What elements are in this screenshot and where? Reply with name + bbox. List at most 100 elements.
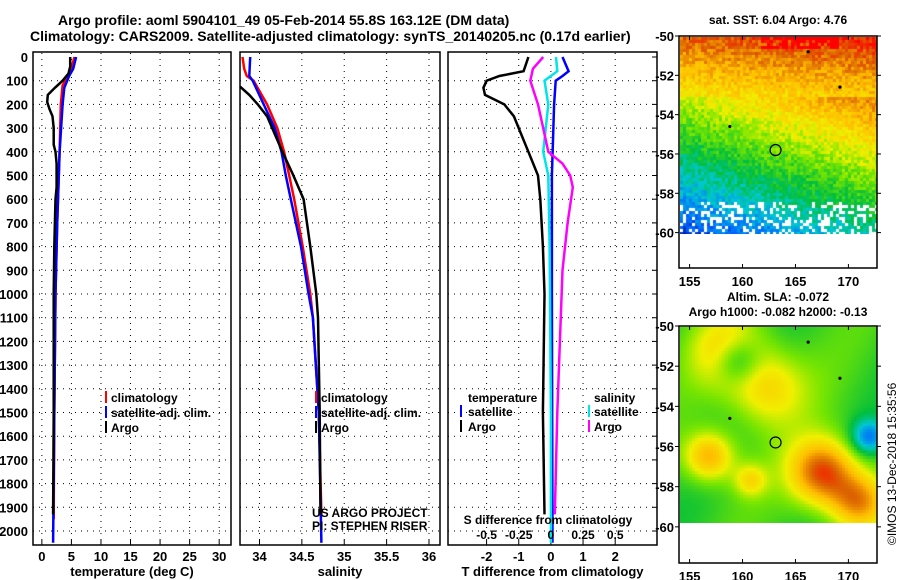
x2-tick-label: 0 [548, 528, 555, 542]
legend-title-temperature: temperature [468, 391, 538, 405]
map-y-tick-label: -60 [655, 520, 674, 535]
map-x-tick-label: 165 [785, 274, 807, 289]
series-line-argo [45, 57, 72, 515]
y-tick-label: 1100 [0, 311, 28, 326]
x2-axis-label: S difference from climatology [464, 513, 633, 527]
x-axis-label: salinity [318, 564, 364, 579]
x-tick-label: 34.5 [289, 549, 314, 564]
y-tick-label: 400 [6, 145, 28, 160]
legend-marker [315, 391, 317, 403]
series-line-s-argo [529, 56, 575, 515]
series-line-satellite-adj-clim- [248, 56, 323, 543]
series-line-climatology [241, 56, 323, 515]
x-tick-label: -2 [481, 549, 493, 564]
map-x-tick-label: 160 [732, 569, 754, 580]
y-tick-label: 300 [6, 121, 28, 136]
y-tick-label: 600 [6, 192, 28, 207]
legend-label: satellite [468, 405, 513, 419]
map-x-tick-label: 155 [679, 274, 701, 289]
legend-label: climatology [321, 391, 388, 405]
island-marker [728, 416, 732, 420]
x-tick-label: 0 [547, 549, 554, 564]
panel-frame [239, 51, 441, 546]
map-y-tick-label: -56 [655, 147, 674, 162]
map-x-tick-label: 170 [838, 274, 860, 289]
legend-marker [105, 406, 107, 418]
sla-map-image [680, 327, 877, 523]
x-tick-label: 10 [94, 549, 108, 564]
y-tick-label: 800 [6, 240, 28, 255]
y-tick-label: 1000 [0, 287, 28, 302]
sst-map-image [680, 37, 877, 234]
legend-label: satellite [594, 405, 639, 419]
panel-frame [447, 51, 658, 546]
map-raster [680, 327, 877, 523]
x-tick-label: 36 [422, 549, 436, 564]
x-tick-label: 34 [252, 549, 267, 564]
series-line-argo [239, 85, 322, 515]
imos-stamp: ©IMOS 13-Dec-2018 15:35:56 [885, 382, 899, 545]
y-tick-label: 1700 [0, 453, 28, 468]
x-tick-label: 35 [337, 549, 351, 564]
legend-label: Argo [594, 420, 622, 434]
island-marker [806, 340, 810, 344]
profile-location-marker [769, 436, 782, 449]
annotation-pi: PI: STEPHEN RISER [312, 519, 428, 533]
x-tick-label: 15 [123, 549, 137, 564]
x-tick-label: 2 [612, 549, 619, 564]
legend-label: satellite-adj. clim. [321, 406, 421, 420]
island-marker [838, 85, 842, 89]
map-y-tick-label: -54 [655, 108, 675, 123]
legend-marker [105, 391, 107, 403]
x2-tick-label: 0.25 [571, 528, 595, 542]
legend-marker [460, 420, 462, 432]
title-line-1: Argo profile: aoml 5904101_49 05-Feb-201… [58, 12, 510, 28]
map-y-tick-label: -58 [655, 186, 674, 201]
series-line-t-argo [482, 56, 546, 515]
legend-label: climatology [111, 391, 178, 405]
x-tick-label: 35.5 [374, 549, 399, 564]
y-tick-label: 200 [6, 97, 28, 112]
island-marker [806, 50, 810, 54]
map-raster [680, 37, 877, 234]
y-tick-label: 0 [21, 50, 28, 65]
y-tick-label: 1300 [0, 358, 28, 373]
map-x-tick-label: 160 [732, 274, 754, 289]
map-y-tick-label: -50 [655, 29, 674, 44]
map-y-tick-label: -50 [655, 319, 674, 334]
map-subtitle: Argo h1000: -0.082 h2000: -0.13 [689, 305, 868, 319]
y-tick-label: 1900 [0, 500, 28, 515]
y-tick-label: 1600 [0, 429, 28, 444]
legend-marker [588, 405, 590, 417]
map-y-tick-label: -60 [655, 226, 674, 241]
y-tick-label: 1800 [0, 477, 28, 492]
map-y-tick-label: -58 [655, 480, 674, 495]
map-y-tick-label: -52 [655, 359, 674, 374]
map-y-tick-label: -52 [655, 68, 674, 83]
x-axis-label: T difference from climatology [461, 564, 644, 579]
y-tick-label: 1500 [0, 406, 28, 421]
x2-tick-label: -0.5 [476, 528, 497, 542]
legend-label: satellite-adj. clim. [111, 406, 211, 420]
x2-tick-label: -0.25 [505, 528, 533, 542]
y-tick-label: 100 [6, 74, 28, 89]
y-tick-label: 700 [6, 216, 28, 231]
panel-frame [32, 51, 232, 546]
series-line-s-satellite [541, 56, 559, 543]
y-tick-label: 2000 [0, 524, 28, 539]
x-tick-label: 1 [579, 549, 586, 564]
legend-marker [105, 421, 107, 433]
series-line-satellite-adj-clim- [51, 56, 78, 543]
legend-marker [315, 406, 317, 418]
map-x-tick-label: 155 [679, 569, 701, 580]
x-axis-label: temperature (deg C) [70, 564, 194, 579]
legend-marker [588, 420, 590, 432]
map-frame [678, 325, 878, 564]
x-tick-label: 20 [153, 549, 167, 564]
x-tick-label: 30 [212, 549, 226, 564]
x-tick-label: 5 [68, 549, 75, 564]
y-tick-label: 1400 [0, 382, 28, 397]
legend-label: Argo [321, 421, 349, 435]
map-y-tick-label: -54 [655, 399, 675, 414]
